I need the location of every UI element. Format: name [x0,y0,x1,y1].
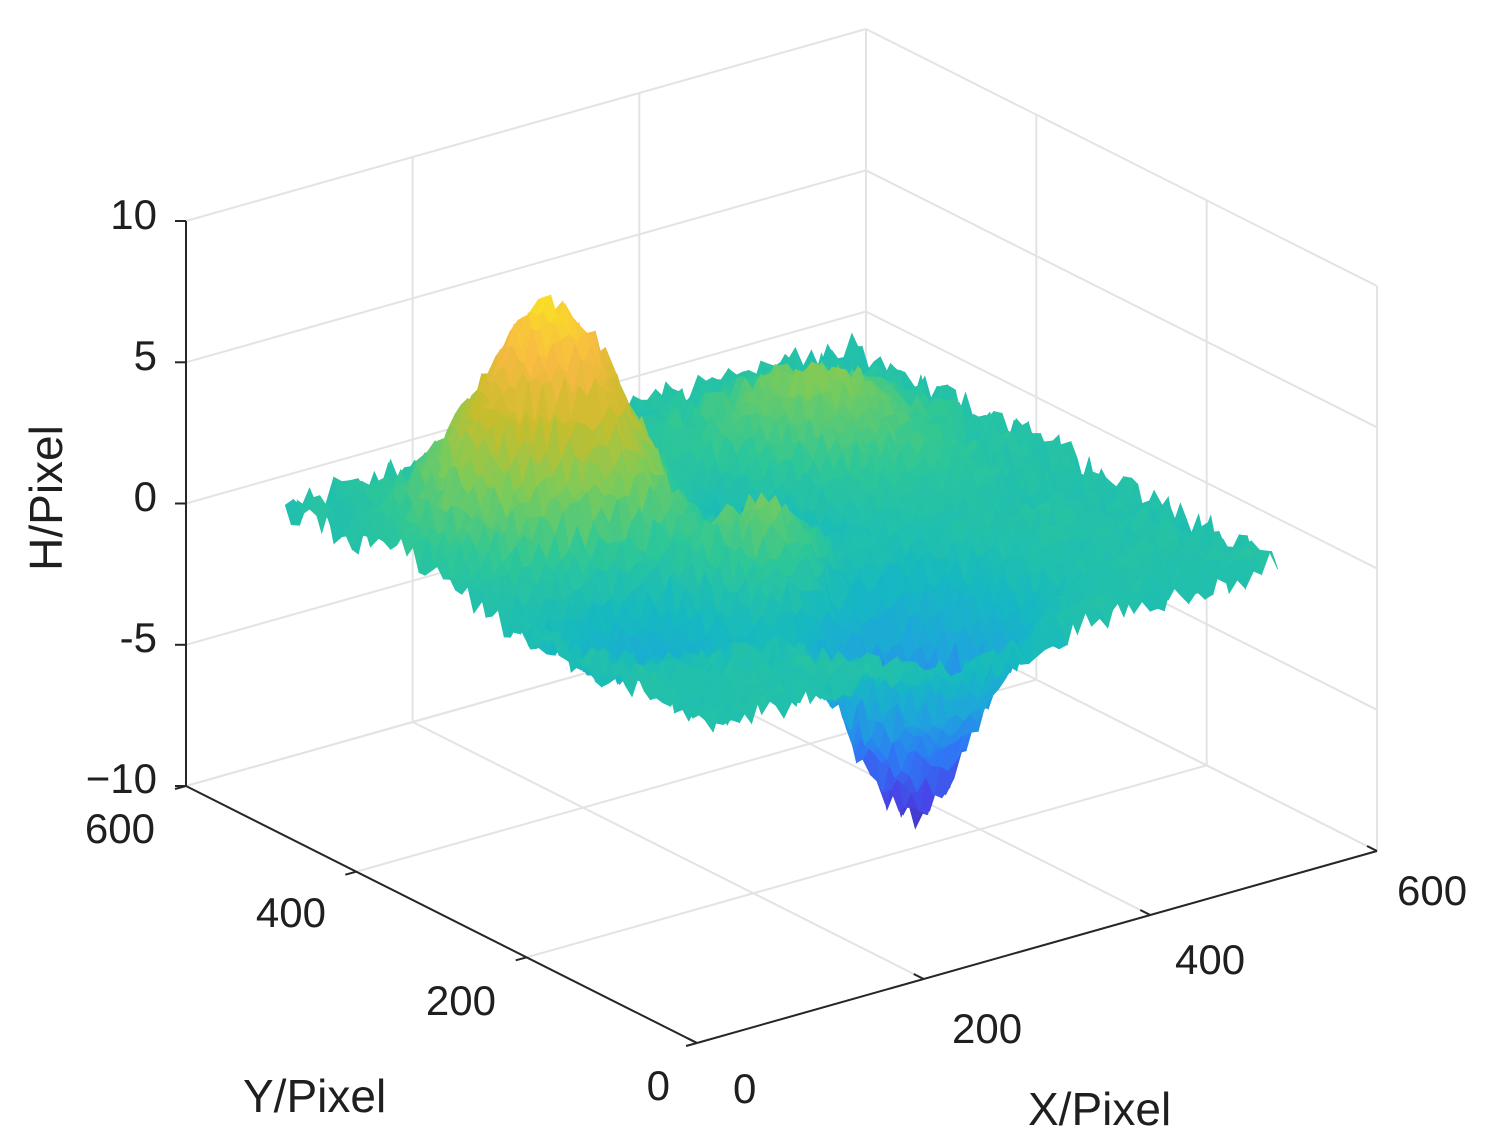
y-tick-label: 600 [85,805,155,852]
grid-line [412,721,925,980]
y-tick-mark [685,1042,698,1047]
y-tick-mark [515,956,527,962]
x-tick-mark [1366,845,1378,852]
z-tick-label: 0 [134,473,157,520]
y-tick-label: 200 [426,977,496,1024]
y-tick-label: 400 [256,889,326,936]
z-tick-label: -5 [120,614,157,661]
x-tick-label: 200 [952,1005,1022,1052]
x-tick-label: 600 [1397,867,1467,914]
y-tick-mark [345,870,357,876]
grid-line [865,169,1378,429]
z-tick-labels: 10 5 0 -5 −10 [86,191,157,802]
x-tick-mark [913,973,925,980]
y-axis-line [185,785,698,1044]
grid-line [185,28,867,222]
x-tick-label: 400 [1175,936,1245,983]
grid-line [865,310,1378,570]
y-tick-label: 0 [647,1062,670,1109]
z-tick-label: 10 [110,191,157,238]
y-tick-labels: 600 400 200 0 [85,805,670,1109]
surface-plot [284,294,1279,830]
x-tick-mark [1139,909,1151,916]
grid-line [185,169,867,364]
grid-line [526,764,1207,959]
z-tick-label: −10 [86,755,157,802]
z-tick-label: 5 [134,332,157,379]
x-axis-line [696,850,1378,1044]
x-tick-label: 0 [733,1065,756,1112]
y-axis-label: Y/Pixel [243,1070,386,1122]
x-axis-label: X/Pixel [1028,1083,1171,1135]
x-tick-mark [686,1037,698,1044]
x-tick-labels: 0 200 400 600 [733,867,1467,1112]
grid-line [865,28,1378,287]
z-axis-label: H/Pixel [20,425,72,571]
